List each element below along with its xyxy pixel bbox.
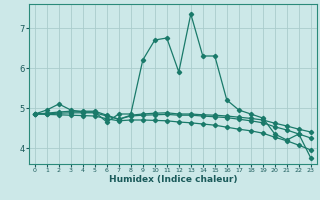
- X-axis label: Humidex (Indice chaleur): Humidex (Indice chaleur): [108, 175, 237, 184]
